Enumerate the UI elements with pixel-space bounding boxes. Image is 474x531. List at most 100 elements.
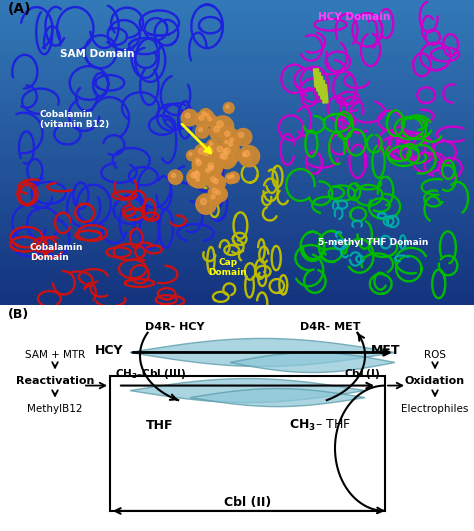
Circle shape [227, 135, 240, 148]
Circle shape [208, 148, 213, 153]
Circle shape [202, 112, 206, 115]
Text: Electrophiles: Electrophiles [401, 404, 469, 414]
Text: D4R- HCY: D4R- HCY [145, 322, 205, 332]
Bar [0, 259, 474, 264]
Bar [0, 228, 474, 234]
Bar [0, 141, 474, 148]
Bar [0, 279, 474, 285]
Circle shape [228, 142, 233, 146]
Text: Reactivation: Reactivation [16, 375, 94, 386]
Circle shape [206, 162, 220, 177]
Bar [0, 152, 474, 158]
Bar [0, 284, 474, 290]
Bar [0, 75, 474, 81]
Text: MET: MET [371, 344, 400, 357]
Text: $\mathbf{CH_3}$– THF: $\mathbf{CH_3}$– THF [289, 418, 351, 433]
Circle shape [196, 125, 209, 138]
Circle shape [216, 150, 231, 165]
Circle shape [238, 132, 244, 138]
Circle shape [204, 145, 215, 156]
Circle shape [204, 144, 221, 161]
Bar [0, 192, 474, 199]
Circle shape [208, 192, 222, 205]
Bar [0, 96, 474, 102]
Circle shape [189, 167, 210, 188]
Bar [0, 289, 474, 295]
Text: Cbl (II): Cbl (II) [224, 496, 271, 509]
Bar [0, 0, 474, 5]
Text: SAM + MTR: SAM + MTR [25, 350, 85, 361]
Bar [319, 81, 326, 99]
Circle shape [217, 149, 237, 169]
Bar [321, 85, 328, 103]
Bar [0, 14, 474, 20]
Bar [0, 24, 474, 31]
Circle shape [195, 171, 199, 174]
Circle shape [208, 117, 211, 121]
Bar [0, 70, 474, 76]
Circle shape [198, 148, 204, 154]
Circle shape [243, 152, 246, 157]
Text: (A): (A) [8, 2, 31, 16]
Bar [0, 121, 474, 127]
Bar [0, 172, 474, 178]
Circle shape [240, 150, 252, 162]
Circle shape [187, 168, 205, 187]
Circle shape [172, 173, 176, 177]
Circle shape [168, 170, 182, 184]
Text: SAM Domain: SAM Domain [60, 49, 134, 59]
Text: HCY: HCY [95, 344, 124, 357]
Circle shape [231, 174, 234, 178]
Circle shape [243, 150, 250, 157]
Bar [0, 213, 474, 219]
Bar [0, 136, 474, 142]
Circle shape [212, 189, 217, 193]
Circle shape [229, 138, 234, 142]
Circle shape [221, 153, 228, 159]
Circle shape [189, 152, 192, 156]
Circle shape [212, 187, 228, 202]
Bar [0, 35, 474, 41]
Circle shape [196, 178, 200, 181]
Circle shape [208, 163, 213, 168]
Bar [0, 299, 474, 305]
Bar [315, 73, 322, 91]
Bar [0, 147, 474, 153]
Circle shape [207, 140, 218, 151]
Bar [110, 375, 385, 511]
Circle shape [213, 142, 232, 161]
Circle shape [199, 109, 212, 122]
Text: THF: THF [146, 419, 174, 432]
Circle shape [196, 194, 216, 215]
Bar [0, 167, 474, 173]
Circle shape [225, 173, 236, 184]
Circle shape [210, 122, 228, 141]
Circle shape [199, 145, 218, 165]
Circle shape [208, 185, 225, 201]
Bar [0, 253, 474, 260]
Circle shape [209, 166, 213, 170]
Circle shape [210, 176, 226, 191]
Bar [0, 263, 474, 270]
Circle shape [211, 195, 215, 199]
Circle shape [221, 127, 238, 144]
Bar [0, 45, 474, 51]
Polygon shape [130, 338, 395, 366]
Circle shape [235, 129, 252, 145]
Text: Cobalamin
Domain: Cobalamin Domain [30, 243, 83, 262]
Circle shape [228, 175, 231, 178]
Text: Cobalamin
(vitamin B12): Cobalamin (vitamin B12) [40, 110, 109, 129]
Bar [0, 208, 474, 214]
Bar [0, 187, 474, 193]
Circle shape [217, 121, 223, 127]
Circle shape [228, 172, 239, 183]
Circle shape [225, 139, 239, 153]
Bar [0, 101, 474, 107]
Bar [0, 162, 474, 168]
Bar [0, 9, 474, 15]
Polygon shape [230, 353, 395, 373]
Bar [0, 80, 474, 87]
Circle shape [238, 145, 260, 167]
Text: HCY Domain: HCY Domain [318, 12, 390, 22]
Bar [0, 50, 474, 56]
